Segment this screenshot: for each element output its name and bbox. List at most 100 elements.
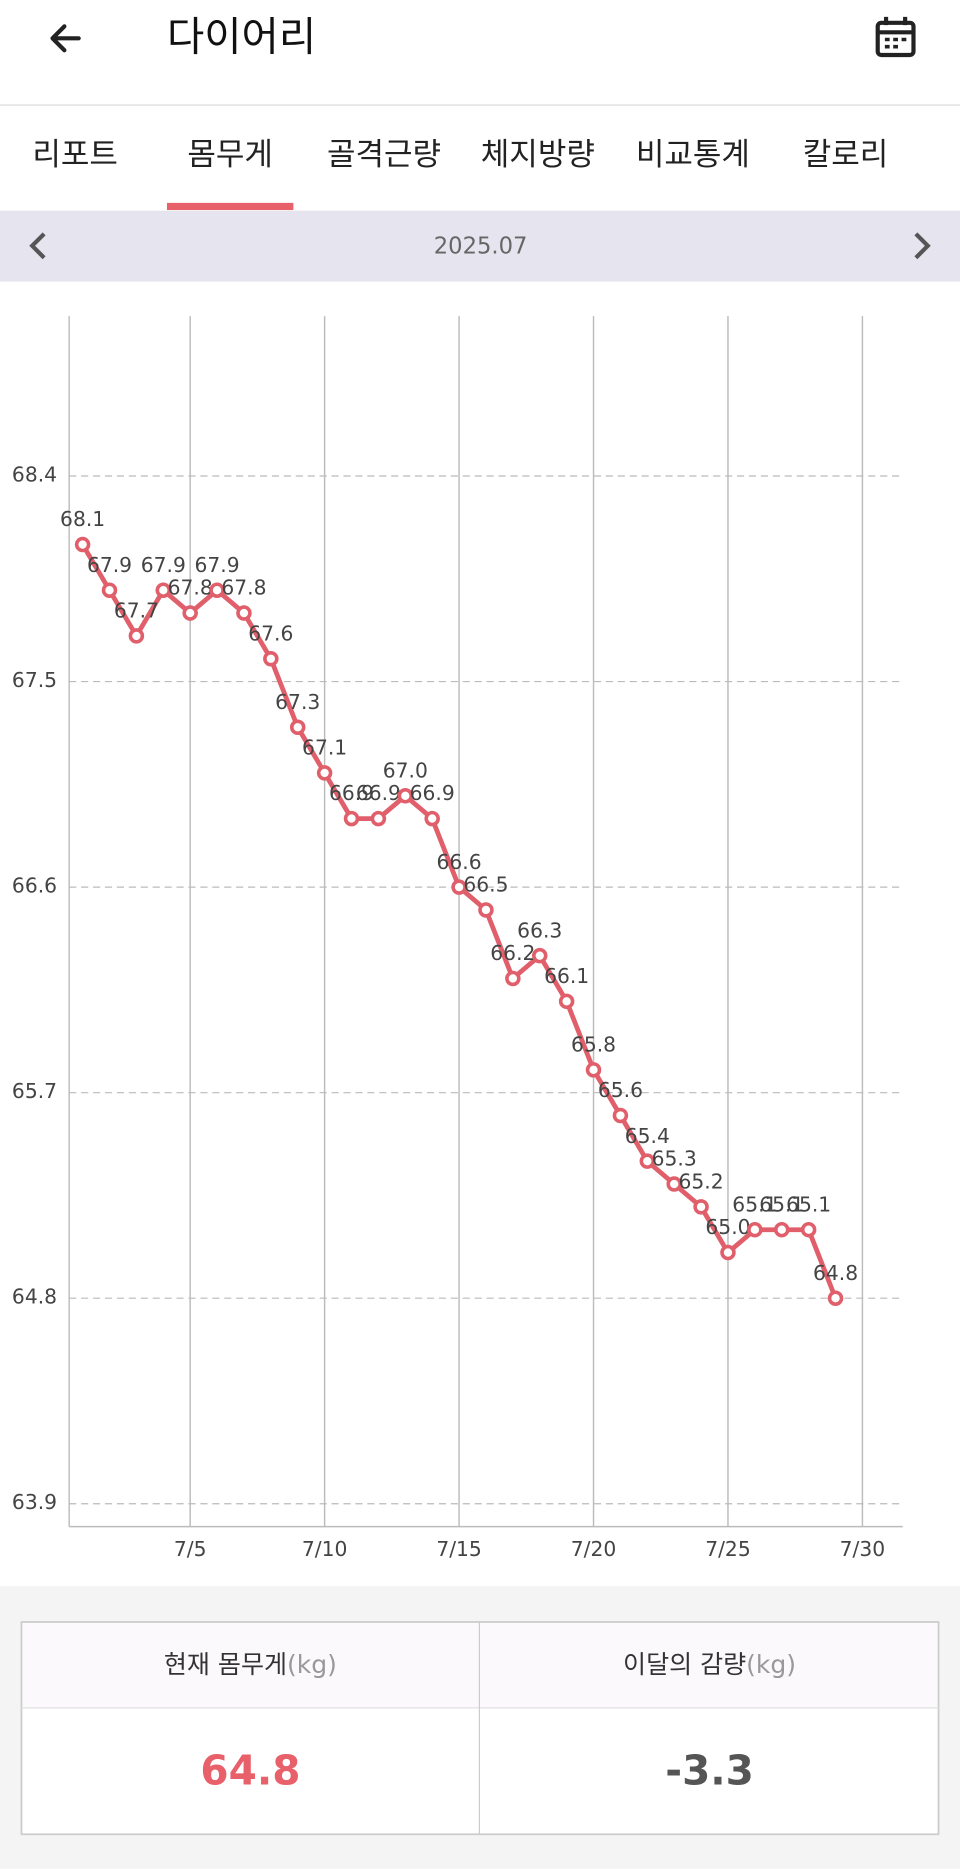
y-tick-label: 68.4 bbox=[12, 463, 57, 487]
monthly-loss: -3.3 bbox=[665, 1746, 754, 1794]
data-point bbox=[155, 582, 172, 598]
month-nav bbox=[0, 211, 960, 282]
y-tick-label: 63.9 bbox=[12, 1490, 57, 1514]
data-label: 67.9 bbox=[87, 553, 132, 577]
data-label: 66.5 bbox=[463, 873, 508, 897]
tab[interactable]: 몸무게 bbox=[187, 137, 273, 173]
data-point bbox=[531, 947, 548, 964]
y-tick-label: 66.6 bbox=[12, 874, 57, 898]
tab-bar: 리포트 몸무게 골격근량 체지방량 비교통계 칼로리 bbox=[32, 137, 889, 211]
data-label: 66.2 bbox=[490, 941, 535, 965]
data-point bbox=[720, 1244, 736, 1261]
data-point bbox=[451, 879, 467, 895]
data-point bbox=[639, 1153, 656, 1169]
data-label: 65.6 bbox=[598, 1078, 643, 1102]
summary-header: 현재 몸무게(kg) bbox=[164, 1650, 337, 1679]
y-tick-label: 64.8 bbox=[12, 1285, 57, 1309]
next-month[interactable] bbox=[914, 232, 931, 260]
data-point bbox=[128, 628, 145, 644]
tab-indicator bbox=[166, 202, 294, 211]
header-label: 현재 몸무게 bbox=[164, 1650, 287, 1679]
header-unit: (kg) bbox=[287, 1650, 337, 1679]
data-label: 65.2 bbox=[679, 1170, 724, 1194]
tab[interactable]: 체지방량 bbox=[481, 137, 595, 173]
back-arrow bbox=[50, 24, 81, 53]
y-tick-label: 67.5 bbox=[12, 668, 57, 692]
data-point bbox=[182, 605, 198, 621]
data-label: 67.6 bbox=[248, 621, 293, 645]
summary-header: 이달의 감량(kg) bbox=[623, 1650, 796, 1679]
data-label: 66.9 bbox=[356, 781, 401, 805]
data-point bbox=[666, 1176, 682, 1192]
data-label: 64.8 bbox=[813, 1261, 858, 1285]
data-point bbox=[800, 1221, 817, 1238]
y-tick-label: 65.7 bbox=[12, 1079, 57, 1103]
header-unit: (kg) bbox=[746, 1650, 796, 1679]
data-label: 65.0 bbox=[705, 1215, 750, 1239]
data-point bbox=[74, 536, 91, 553]
x-tick-label: 7/30 bbox=[840, 1537, 886, 1561]
data-label: 66.1 bbox=[544, 964, 589, 988]
data-point bbox=[827, 1290, 844, 1306]
data-label: 68.1 bbox=[60, 507, 105, 531]
data-point bbox=[424, 810, 440, 827]
data-label: 67.9 bbox=[195, 553, 240, 577]
data-label: 67.0 bbox=[383, 758, 428, 782]
back-button[interactable] bbox=[50, 24, 81, 53]
data-label: 67.1 bbox=[302, 736, 347, 760]
calendar-icon bbox=[875, 20, 916, 58]
data-label: 67.7 bbox=[114, 599, 159, 623]
data-point bbox=[101, 582, 118, 598]
header-title: 다이어리 bbox=[167, 12, 316, 60]
data-label: 66.6 bbox=[437, 850, 482, 874]
chart: 7/5 7/10 7/15 7/20 7/25 7/3063.964.865.766.66… bbox=[12, 316, 903, 1561]
data-point bbox=[236, 605, 252, 621]
data-point bbox=[505, 970, 521, 987]
data-point bbox=[263, 650, 279, 667]
data-point bbox=[209, 582, 225, 598]
current-weight: 64.8 bbox=[200, 1746, 300, 1794]
data-label: 65.4 bbox=[625, 1124, 670, 1148]
data-label: 65.1 bbox=[759, 1192, 804, 1216]
data-point bbox=[478, 902, 494, 918]
tab[interactable]: 칼로리 bbox=[803, 137, 889, 173]
data-label: 65.8 bbox=[571, 1032, 616, 1056]
data-label: 65.1 bbox=[732, 1192, 777, 1216]
data-point bbox=[585, 1062, 602, 1078]
data-point bbox=[397, 788, 414, 804]
month-label: 2025.07 bbox=[434, 233, 528, 259]
data-point bbox=[774, 1221, 790, 1238]
data-point bbox=[316, 765, 333, 781]
data-point bbox=[558, 993, 575, 1010]
data-label: 67.8 bbox=[168, 576, 213, 600]
data-label: 67.3 bbox=[275, 690, 320, 714]
calendar-button[interactable] bbox=[875, 16, 916, 58]
header-label: 이달의 감량 bbox=[623, 1650, 746, 1679]
data-point bbox=[747, 1221, 763, 1238]
data-label: 67.9 bbox=[141, 553, 186, 577]
prev-month[interactable] bbox=[29, 232, 46, 260]
x-tick-label: 7/5 bbox=[174, 1537, 207, 1561]
x-tick-label: 7/15 bbox=[436, 1537, 482, 1561]
data-label: 65.1 bbox=[786, 1192, 831, 1216]
tab[interactable]: 골격근량 bbox=[327, 137, 441, 173]
data-label: 67.8 bbox=[221, 576, 266, 600]
data-point bbox=[612, 1107, 629, 1124]
tab[interactable]: 리포트 bbox=[32, 137, 118, 173]
data-label: 65.3 bbox=[652, 1147, 697, 1171]
data-label: 66.3 bbox=[517, 918, 562, 942]
data-label: 66.9 bbox=[410, 781, 455, 805]
data-point bbox=[693, 1199, 709, 1215]
data-point bbox=[343, 810, 360, 827]
x-tick-label: 7/20 bbox=[571, 1537, 617, 1561]
x-tick-label: 7/10 bbox=[302, 1537, 348, 1561]
data-point bbox=[370, 810, 387, 827]
x-tick-label: 7/25 bbox=[705, 1537, 751, 1561]
tab[interactable]: 비교통계 bbox=[636, 137, 750, 173]
calendar-icon-detail bbox=[877, 16, 914, 35]
data-label: 66.9 bbox=[329, 781, 374, 805]
calendar-icon-dots bbox=[884, 37, 907, 49]
data-point bbox=[289, 719, 306, 736]
